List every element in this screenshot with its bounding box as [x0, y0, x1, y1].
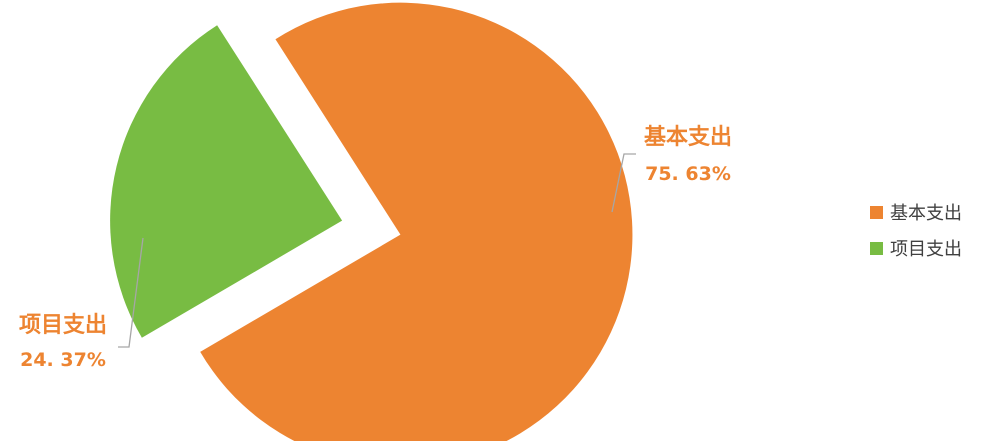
legend-swatch-project — [870, 242, 883, 255]
pie-slices — [110, 2, 633, 445]
data-label-project-name: 项目支出 — [19, 313, 107, 338]
pie-slice-basic — [200, 2, 633, 445]
data-label-project-value: 24. 37% — [20, 349, 106, 371]
pie-slice-project — [110, 25, 343, 338]
leader-lines — [118, 153, 636, 348]
data-label-basic-name: 基本支出 — [644, 125, 732, 150]
data-label-project: 项目支出 24. 37% — [19, 313, 107, 371]
legend-swatch-basic — [870, 206, 883, 219]
data-label-basic: 基本支出 75. 63% — [644, 125, 732, 185]
legend-label-basic: 基本支出 — [890, 203, 962, 224]
leader-line-project — [118, 237, 144, 348]
legend: 基本支出 项目支出 — [870, 203, 962, 260]
leader-line-basic — [611, 153, 636, 213]
data-label-basic-value: 75. 63% — [645, 163, 731, 185]
legend-label-project: 项目支出 — [890, 239, 962, 260]
